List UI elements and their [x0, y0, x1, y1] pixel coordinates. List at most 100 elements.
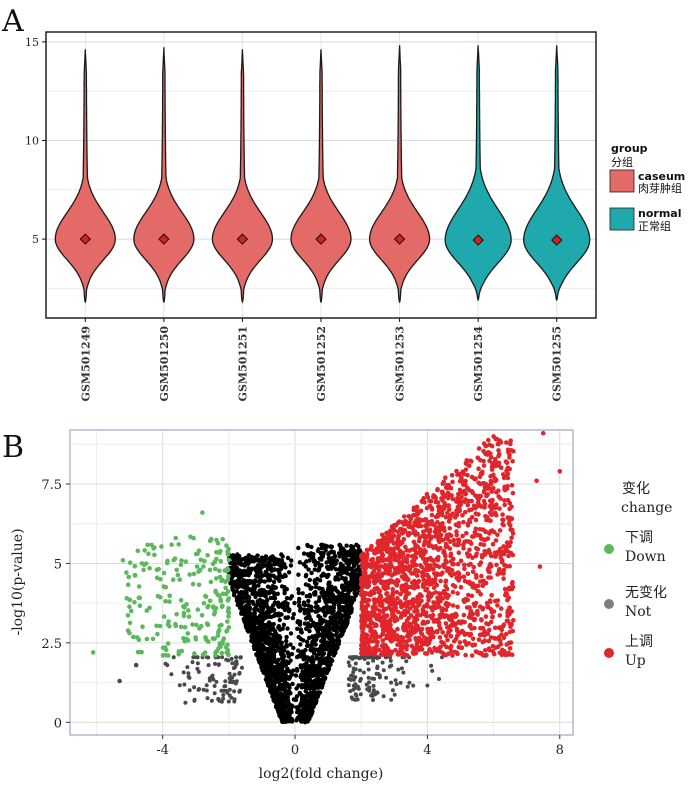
point-up — [492, 510, 498, 516]
point-not — [326, 585, 331, 591]
point-up — [421, 543, 427, 548]
point-not — [282, 704, 288, 709]
point-up — [424, 613, 429, 619]
point-not — [270, 589, 275, 595]
point-up — [386, 530, 391, 535]
point-up — [413, 562, 419, 568]
point-not — [286, 609, 292, 614]
point-not — [287, 705, 292, 710]
point-not — [254, 633, 259, 639]
point-up — [510, 531, 516, 536]
legend-label-not: Not — [625, 604, 652, 620]
point-up — [483, 529, 488, 534]
point-not — [275, 692, 281, 697]
point-not — [392, 692, 397, 697]
point-not — [232, 672, 237, 677]
point-not — [289, 558, 294, 563]
point-not — [294, 694, 300, 699]
point-up — [494, 562, 499, 568]
point-not — [285, 615, 290, 620]
point-not — [326, 623, 332, 628]
point-not — [254, 653, 260, 658]
point-up — [393, 553, 398, 558]
point-up — [360, 609, 366, 614]
point-up — [462, 619, 467, 625]
violin-GSM501250 — [133, 47, 195, 303]
point-down — [217, 641, 223, 646]
point-up — [463, 482, 468, 488]
median-marker — [236, 233, 249, 245]
point-not — [326, 599, 331, 604]
point-up — [509, 483, 515, 488]
point-up — [434, 533, 439, 539]
point-up — [463, 461, 469, 466]
point-not — [404, 659, 409, 664]
point-not — [298, 663, 303, 668]
point-up — [446, 519, 452, 524]
point-up — [501, 567, 507, 573]
point-down — [139, 561, 145, 566]
point-down — [193, 637, 199, 642]
point-not — [264, 601, 269, 606]
point-not — [264, 570, 269, 575]
point-not — [337, 616, 342, 622]
point-not — [281, 671, 286, 676]
point-not — [326, 566, 331, 572]
point-up — [506, 595, 512, 601]
point-up — [476, 466, 481, 472]
point-not — [297, 560, 303, 565]
point-up — [460, 513, 465, 518]
point-up — [373, 637, 378, 643]
point-not — [310, 634, 315, 639]
point-up — [445, 637, 450, 643]
point-not — [315, 576, 320, 582]
point-not — [253, 584, 258, 590]
point-up — [450, 653, 455, 658]
point-up — [508, 550, 514, 556]
point-up — [443, 544, 449, 550]
point-not — [268, 595, 273, 601]
point-up — [445, 625, 450, 630]
point-not — [181, 670, 186, 675]
point-up — [461, 612, 467, 618]
point-up — [442, 551, 447, 557]
point-up — [457, 575, 463, 581]
point-up — [456, 500, 462, 506]
point-not — [186, 671, 191, 676]
point-not — [411, 683, 416, 688]
point-up — [410, 649, 416, 655]
point-not — [307, 577, 312, 583]
point-up — [486, 437, 491, 443]
point-up — [414, 612, 420, 618]
point-not — [306, 598, 311, 604]
point-not — [308, 699, 313, 704]
point-not — [284, 638, 289, 644]
point-up — [384, 652, 389, 657]
point-not — [318, 607, 323, 612]
point-down — [140, 624, 145, 629]
point-up — [475, 610, 480, 615]
point-up — [493, 538, 499, 543]
point-not — [304, 572, 309, 578]
point-not — [343, 613, 348, 618]
point-not — [295, 626, 300, 631]
point-not — [291, 697, 297, 702]
point-up — [446, 593, 452, 598]
point-not — [351, 687, 356, 692]
point-up — [372, 581, 377, 586]
point-down — [137, 603, 143, 609]
point-not — [341, 622, 346, 627]
point-down — [151, 546, 156, 551]
point-up — [424, 534, 430, 540]
point-not — [232, 590, 237, 595]
point-up — [413, 555, 419, 560]
point-up — [496, 463, 502, 468]
point-not — [304, 594, 309, 599]
point-not — [302, 720, 308, 725]
point-up — [389, 578, 395, 584]
point-not — [263, 589, 268, 595]
point-down — [174, 567, 179, 573]
point-not — [366, 661, 370, 666]
point-up — [443, 578, 449, 584]
point-up — [424, 579, 430, 585]
